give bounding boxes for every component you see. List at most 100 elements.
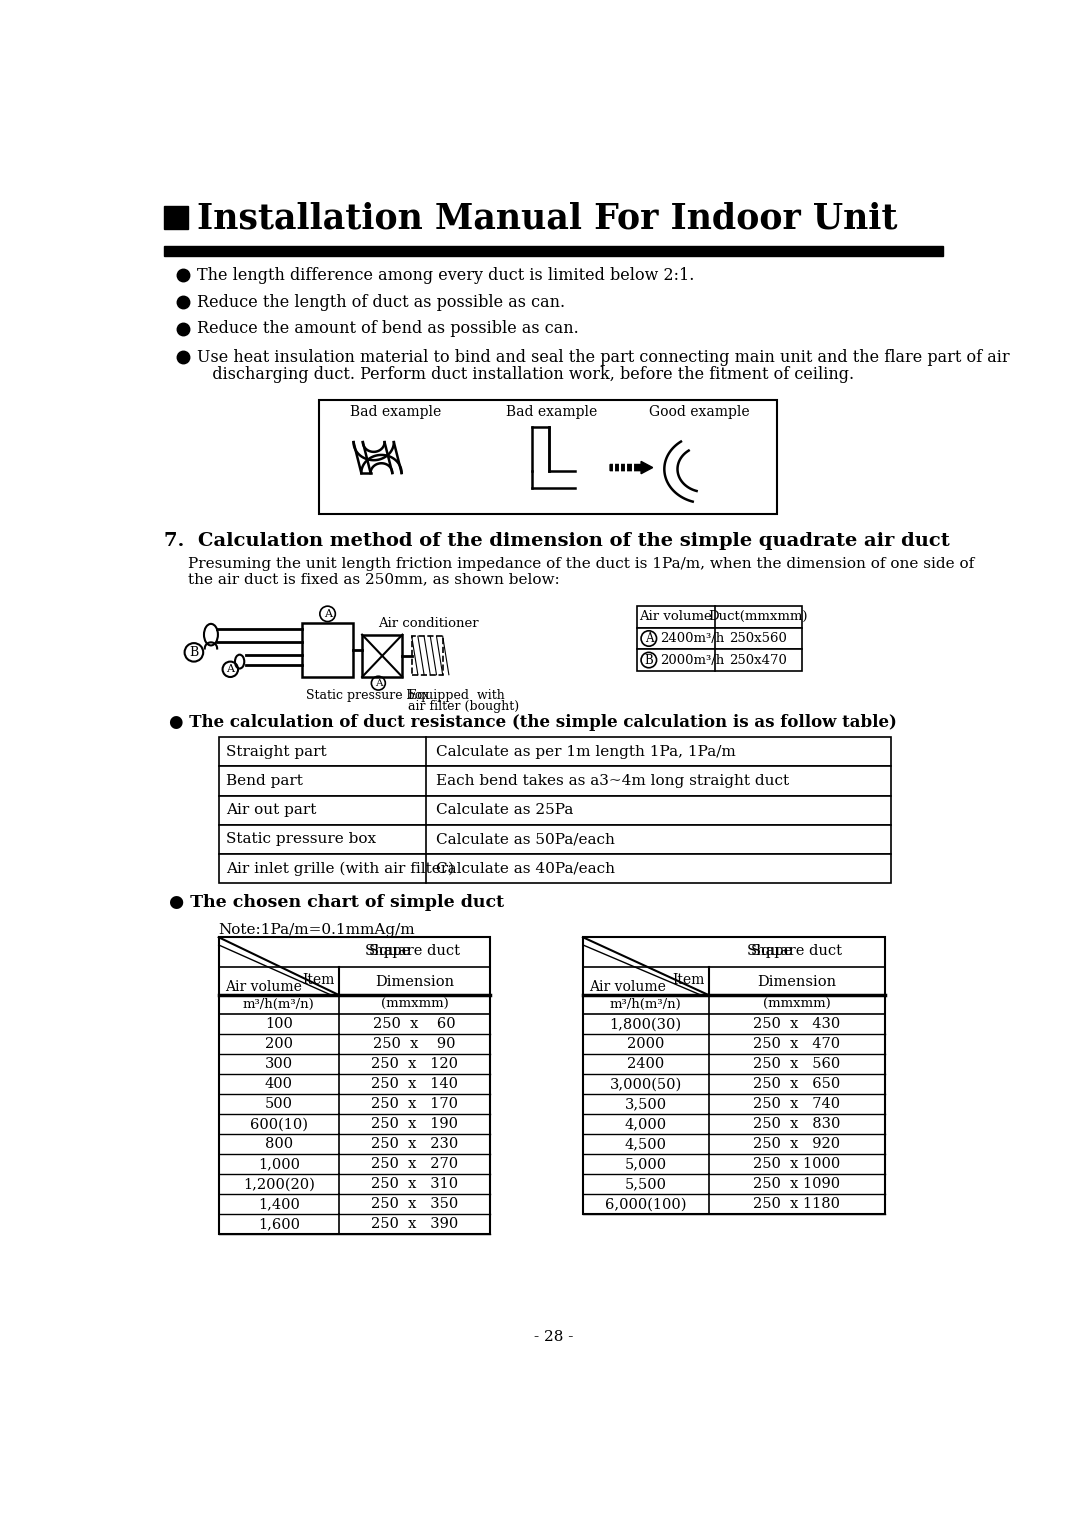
Bar	[583, 938, 886, 1214]
Text: 1,200(20): 1,200(20)	[243, 1177, 314, 1191]
Text: Duct(mmxmm): Duct(mmxmm)	[708, 611, 808, 623]
Text: 250  x   470: 250 x 470	[753, 1038, 840, 1051]
Bar	[218, 737, 891, 766]
Text: Air conditioner: Air conditioner	[378, 617, 478, 629]
Text: 250  x   390: 250 x 390	[370, 1217, 458, 1231]
Bar	[362, 634, 403, 677]
Text: discharging duct. Perform duct installation work, before the fitment of ceiling.: discharging duct. Perform duct installat…	[197, 365, 854, 382]
Text: (mmxmm): (mmxmm)	[380, 998, 448, 1012]
Text: 200: 200	[265, 1038, 293, 1051]
Text: 2000m³/h: 2000m³/h	[661, 654, 725, 666]
Text: A: A	[645, 632, 653, 645]
Text: Calculate as 40Pa/each: Calculate as 40Pa/each	[435, 861, 615, 876]
Text: 4,500: 4,500	[624, 1137, 666, 1151]
Text: Calculate as 25Pa: Calculate as 25Pa	[435, 803, 573, 817]
Text: Dimension: Dimension	[375, 975, 454, 989]
Bar	[637, 606, 801, 628]
Text: 3,000(50): 3,000(50)	[609, 1078, 681, 1091]
Bar	[637, 649, 801, 671]
Text: Air volume: Air volume	[225, 981, 301, 995]
Text: 400: 400	[265, 1078, 293, 1091]
Text: 1,000: 1,000	[258, 1157, 300, 1171]
Text: 6,000(100): 6,000(100)	[605, 1197, 687, 1211]
Text: 250  x    60: 250 x 60	[373, 1018, 456, 1032]
Text: Item: Item	[302, 973, 335, 987]
Text: Air volume: Air volume	[590, 981, 666, 995]
Text: Calculate as 50Pa/each: Calculate as 50Pa/each	[435, 832, 615, 846]
Text: 250  x 1180: 250 x 1180	[754, 1197, 840, 1211]
Bar	[411, 635, 443, 675]
Text: 250  x    90: 250 x 90	[373, 1038, 456, 1051]
Text: 250  x   560: 250 x 560	[753, 1058, 840, 1071]
Text: B: B	[645, 654, 653, 666]
Text: Shape: Shape	[364, 944, 410, 958]
Text: Reduce the amount of bend as possible as can.: Reduce the amount of bend as possible as…	[197, 321, 579, 338]
Text: m³/h(m³/n): m³/h(m³/n)	[610, 998, 681, 1012]
Text: 100: 100	[265, 1018, 293, 1032]
Text: Note:1Pa/m=0.1mmAg/m: Note:1Pa/m=0.1mmAg/m	[218, 924, 416, 938]
Text: Bad example: Bad example	[350, 405, 441, 419]
Text: Calculate as per 1m length 1Pa, 1Pa/m: Calculate as per 1m length 1Pa, 1Pa/m	[435, 744, 735, 758]
Text: ● The chosen chart of simple duct: ● The chosen chart of simple duct	[170, 895, 504, 912]
Text: Bad example: Bad example	[507, 405, 597, 419]
Text: Dimension: Dimension	[757, 975, 836, 989]
Text: 2000: 2000	[627, 1038, 664, 1051]
Bar	[218, 824, 891, 853]
Text: 250  x   140: 250 x 140	[370, 1078, 458, 1091]
Text: (mmxmm): (mmxmm)	[762, 998, 831, 1012]
Text: 250  x   350: 250 x 350	[370, 1197, 458, 1211]
Text: 250  x   650: 250 x 650	[753, 1078, 840, 1091]
Text: A: A	[227, 665, 234, 674]
Text: 250  x   120: 250 x 120	[370, 1058, 458, 1071]
Bar	[218, 853, 891, 883]
Text: Equipped  with: Equipped with	[408, 689, 504, 701]
Text: Air out part: Air out part	[227, 803, 316, 817]
Text: 250  x 1000: 250 x 1000	[753, 1157, 840, 1171]
Bar	[302, 623, 353, 677]
Text: 250  x   830: 250 x 830	[753, 1117, 840, 1131]
Text: 250  x   270: 250 x 270	[370, 1157, 458, 1171]
Text: 250  x   190: 250 x 190	[370, 1117, 458, 1131]
Text: ● The calculation of duct resistance (the simple calculation is as follow table): ● The calculation of duct resistance (th…	[170, 714, 897, 731]
Text: 250  x   310: 250 x 310	[370, 1177, 458, 1191]
Text: 3,500: 3,500	[624, 1098, 666, 1111]
Bar	[637, 628, 801, 649]
Text: 250  x 1090: 250 x 1090	[753, 1177, 840, 1191]
Text: 800: 800	[265, 1137, 293, 1151]
Text: the air duct is fixed as 250mm, as shown below:: the air duct is fixed as 250mm, as shown…	[188, 573, 559, 586]
Text: air filter (bought): air filter (bought)	[408, 700, 518, 714]
Text: 500: 500	[265, 1098, 293, 1111]
Bar	[218, 938, 490, 1234]
Text: 250  x   170: 250 x 170	[370, 1098, 458, 1111]
Text: 5,500: 5,500	[624, 1177, 666, 1191]
Bar	[218, 795, 891, 824]
Text: A: A	[324, 609, 332, 619]
Bar	[218, 766, 891, 795]
Text: Shape: Shape	[746, 944, 793, 958]
Text: B: B	[189, 646, 199, 659]
Text: 1,400: 1,400	[258, 1197, 300, 1211]
Text: 1,800(30): 1,800(30)	[610, 1018, 681, 1032]
Text: 1,600: 1,600	[258, 1217, 300, 1231]
Text: Installation Manual For Indoor Unit: Installation Manual For Indoor Unit	[197, 201, 897, 235]
Text: Square duct: Square duct	[752, 944, 842, 958]
Bar	[320, 399, 777, 514]
Text: A: A	[375, 678, 382, 688]
Text: Static pressure box: Static pressure box	[307, 689, 430, 701]
Text: 5,000: 5,000	[624, 1157, 666, 1171]
Text: Straight part: Straight part	[227, 744, 327, 758]
Text: Square duct: Square duct	[369, 944, 460, 958]
Text: 250x560: 250x560	[729, 632, 787, 645]
Bar	[164, 206, 188, 229]
Text: 250x470: 250x470	[729, 654, 787, 666]
Text: Air inlet grille (with air filter): Air inlet grille (with air filter)	[227, 861, 455, 876]
Text: The length difference among every duct is limited below 2:1.: The length difference among every duct i…	[197, 267, 694, 284]
Text: Item: Item	[672, 973, 704, 987]
Text: 300: 300	[265, 1058, 293, 1071]
Text: Presuming the unit length friction impedance of the duct is 1Pa/m, when the dime: Presuming the unit length friction imped…	[188, 557, 974, 571]
Text: 4,000: 4,000	[624, 1117, 666, 1131]
Text: 250  x   230: 250 x 230	[370, 1137, 458, 1151]
Text: 250  x   740: 250 x 740	[753, 1098, 840, 1111]
Text: 2400: 2400	[627, 1058, 664, 1071]
Text: 7.  Calculation method of the dimension of the simple quadrate air duct: 7. Calculation method of the dimension o…	[164, 533, 950, 550]
